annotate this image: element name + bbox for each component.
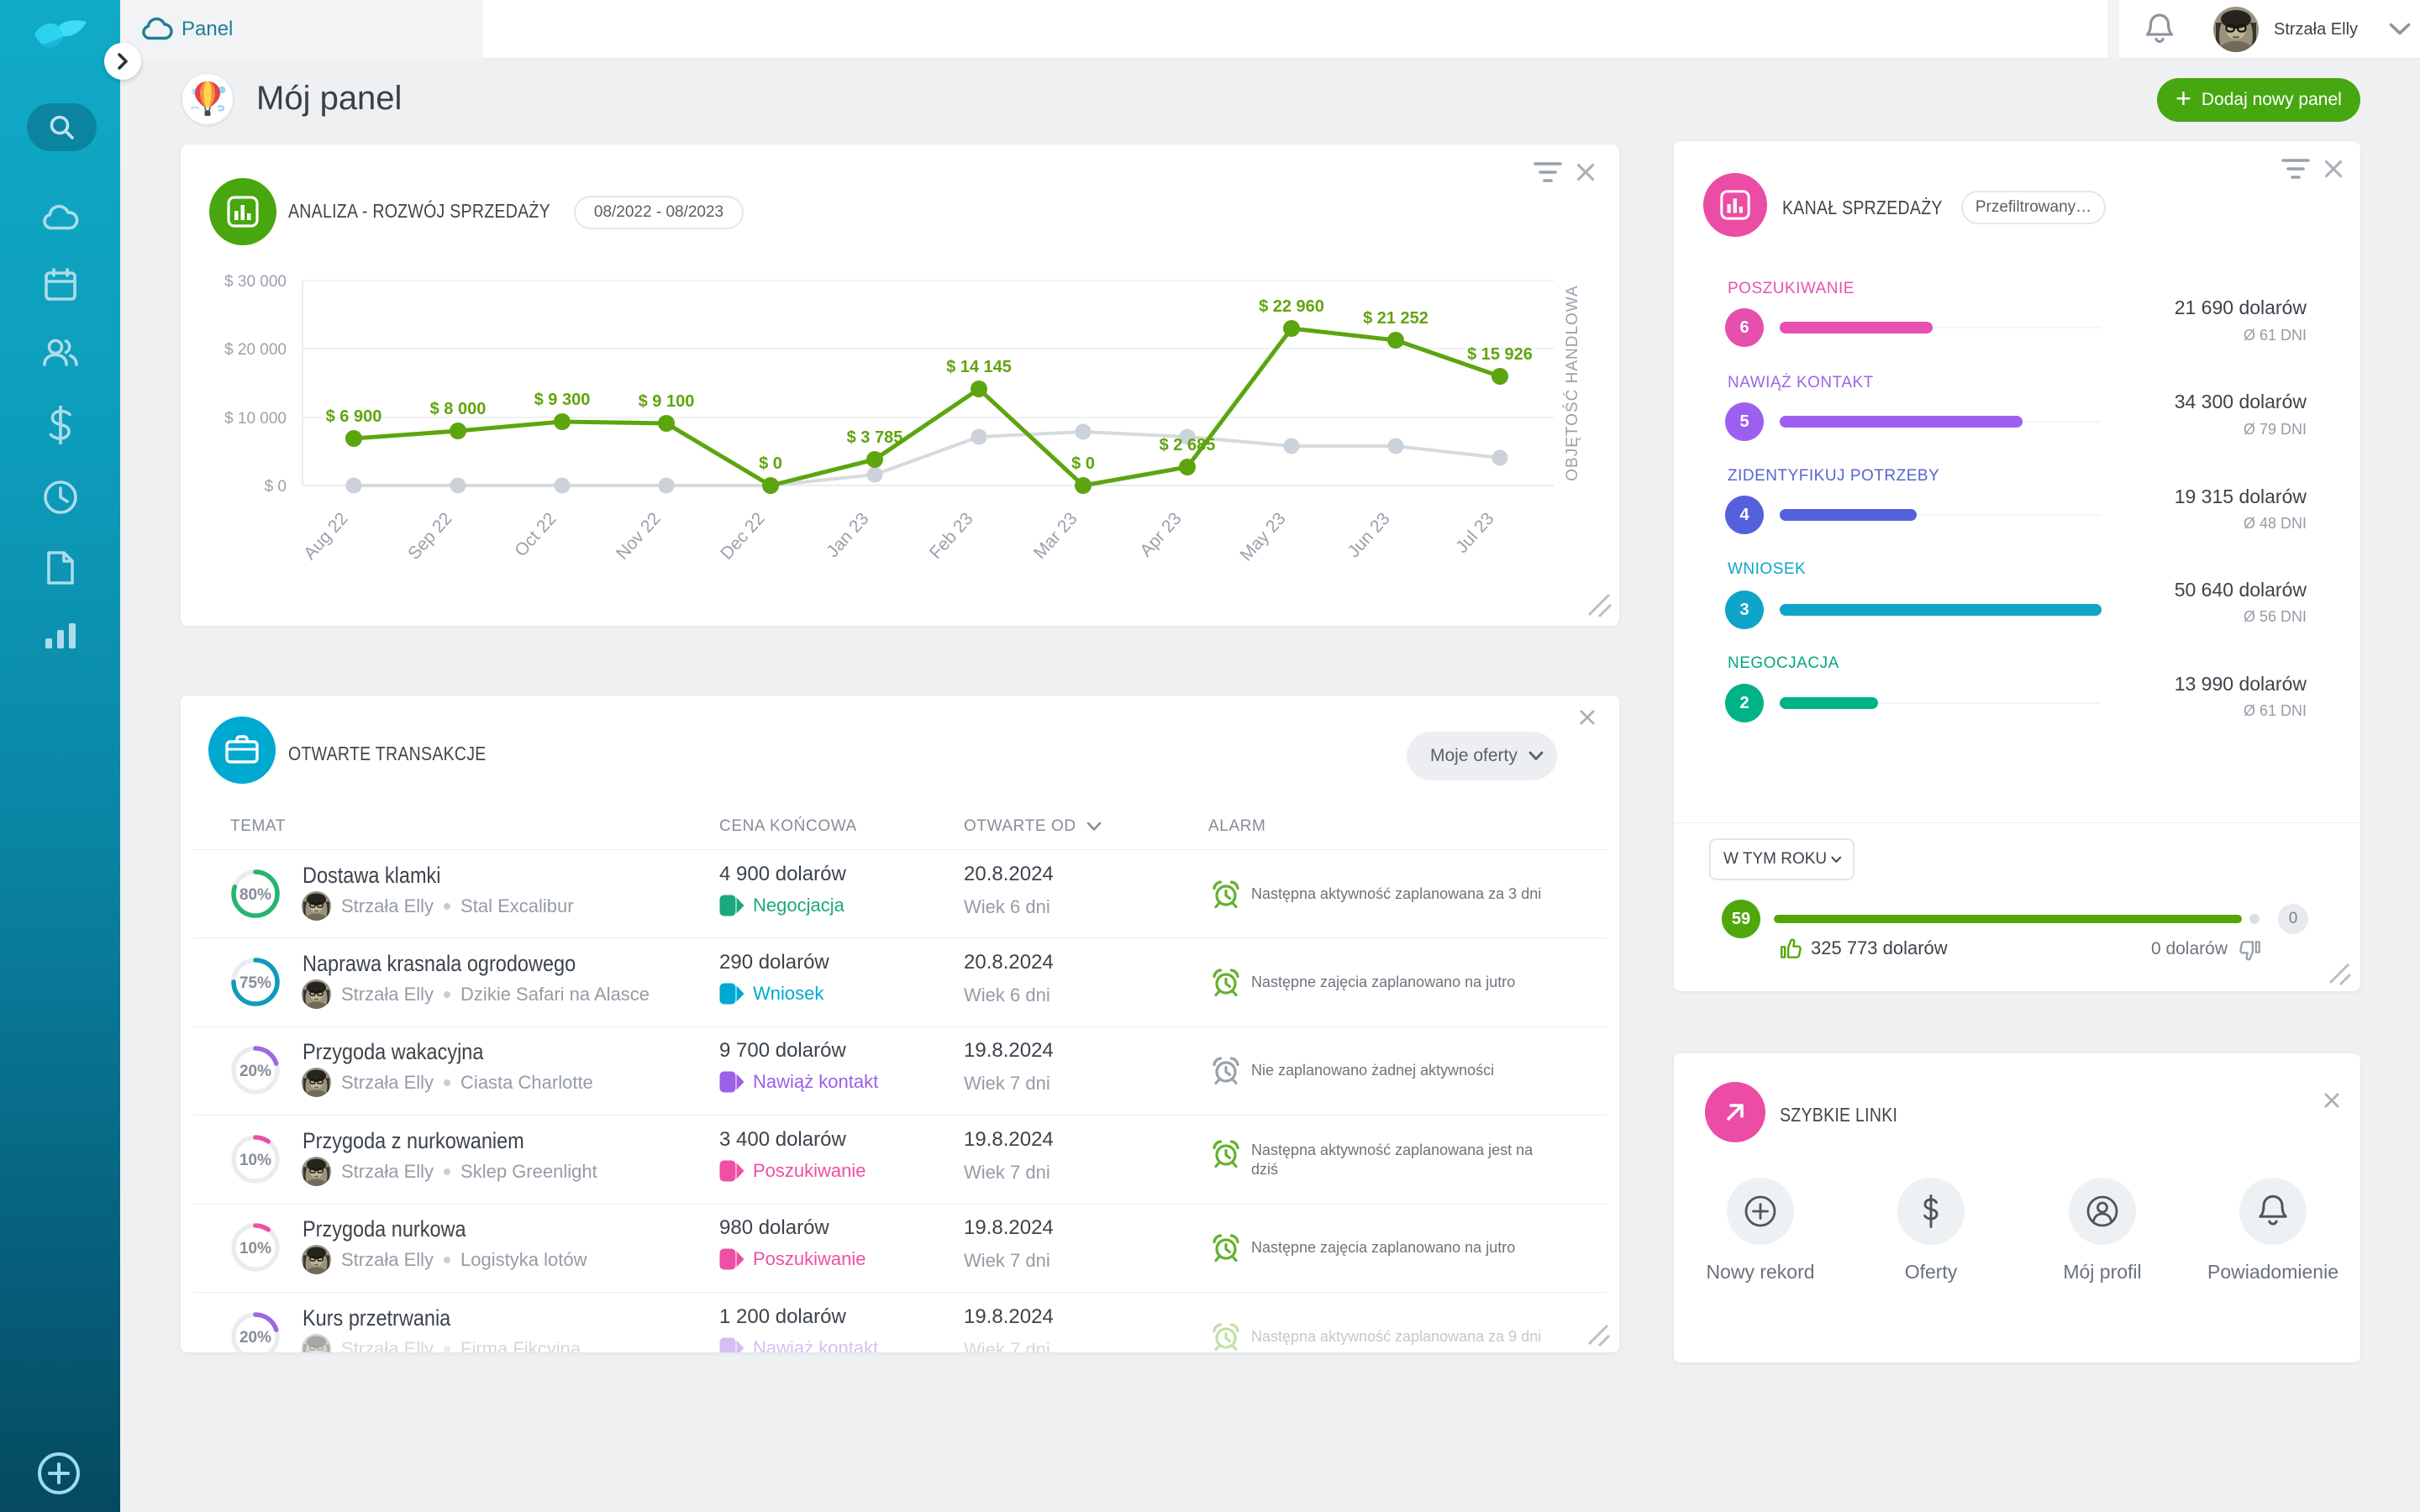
- svg-text:$ 6 900: $ 6 900: [326, 407, 382, 426]
- svg-text:$ 8 000: $ 8 000: [430, 400, 487, 418]
- svg-text:Aug 22: Aug 22: [300, 509, 352, 564]
- svg-text:$ 21 252: $ 21 252: [1363, 309, 1428, 328]
- svg-text:May 23: May 23: [1237, 509, 1290, 565]
- svg-text:OBJĘTOŚĆ HANDLOWA: OBJĘTOŚĆ HANDLOWA: [1563, 285, 1581, 480]
- svg-text:$ 15 926: $ 15 926: [1467, 345, 1533, 364]
- svg-text:20%: 20%: [239, 1063, 271, 1080]
- svg-text:$ 0: $ 0: [759, 454, 782, 473]
- svg-text:$ 3 785: $ 3 785: [847, 428, 903, 447]
- svg-text:Sep 22: Sep 22: [404, 509, 456, 564]
- svg-text:$ 22 960: $ 22 960: [1259, 297, 1324, 316]
- svg-text:$ 9 300: $ 9 300: [534, 391, 591, 409]
- svg-text:$ 14 145: $ 14 145: [946, 358, 1012, 376]
- svg-text:80%: 80%: [239, 886, 271, 904]
- svg-text:Oct 22: Oct 22: [511, 509, 560, 560]
- svg-text:Dec 22: Dec 22: [717, 509, 769, 564]
- svg-text:20%: 20%: [239, 1329, 271, 1347]
- svg-text:75%: 75%: [239, 974, 271, 992]
- svg-text:$ 2 685: $ 2 685: [1160, 436, 1216, 454]
- svg-text:$ 9 100: $ 9 100: [639, 392, 695, 411]
- svg-text:10%: 10%: [239, 1240, 271, 1257]
- svg-text:10%: 10%: [239, 1152, 271, 1169]
- svg-text:Mar 23: Mar 23: [1030, 509, 1081, 563]
- svg-text:Apr 23: Apr 23: [1136, 509, 1185, 560]
- svg-text:$ 0: $ 0: [1071, 454, 1095, 473]
- svg-text:$ 10 000: $ 10 000: [224, 410, 287, 428]
- svg-text:Nov 22: Nov 22: [613, 509, 665, 564]
- svg-text:$ 20 000: $ 20 000: [224, 341, 287, 359]
- svg-text:Jul 23: Jul 23: [1452, 509, 1498, 557]
- svg-text:$ 0: $ 0: [265, 478, 287, 496]
- svg-text:Feb 23: Feb 23: [926, 509, 977, 563]
- svg-text:Jun 23: Jun 23: [1344, 509, 1393, 561]
- svg-text:Jan 23: Jan 23: [823, 509, 872, 561]
- svg-text:$ 30 000: $ 30 000: [224, 273, 287, 291]
